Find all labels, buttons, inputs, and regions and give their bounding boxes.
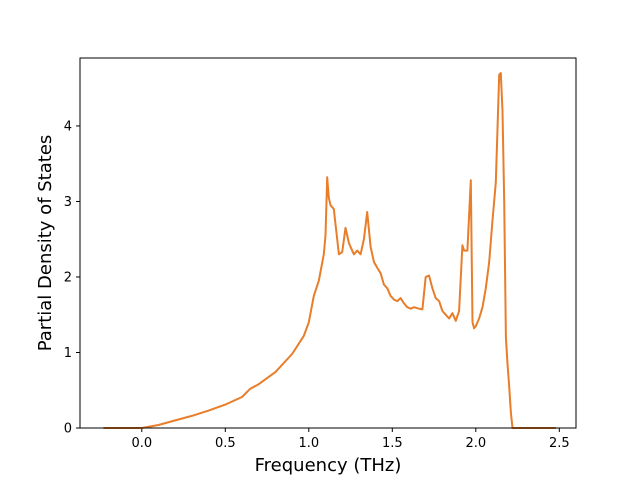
x-tick-label: 1.0 xyxy=(298,436,319,451)
y-tick-label: 2 xyxy=(64,270,72,285)
x-tick-label: 0.5 xyxy=(215,436,236,451)
y-tick-label: 0 xyxy=(64,422,72,437)
y-tick-label: 3 xyxy=(64,195,72,210)
x-tick-label: 0.0 xyxy=(131,436,152,451)
y-axis-label: Partial Density of States xyxy=(35,135,56,352)
x-tick-label: 2.5 xyxy=(549,436,570,451)
y-tick-label: 1 xyxy=(64,346,72,361)
ticks-group: 0.0 0.5 1.0 1.5 2.0 2.5 0 1 2 3 4 xyxy=(64,119,570,451)
x-tick-label: 1.5 xyxy=(382,436,403,451)
series-line-pdos xyxy=(103,72,556,429)
x-tick-label: 2.0 xyxy=(465,436,486,451)
plot-frame xyxy=(79,57,577,429)
y-tick-label: 4 xyxy=(64,119,72,134)
x-axis-label: Frequency (THz) xyxy=(255,455,402,476)
